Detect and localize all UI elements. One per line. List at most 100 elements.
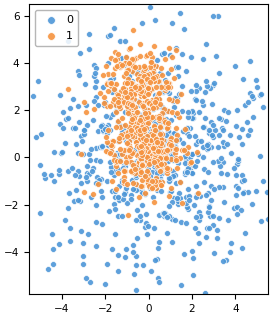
0: [259, 218, 264, 224]
1: [146, 148, 150, 153]
1: [129, 94, 133, 99]
1: [119, 133, 123, 138]
1: [137, 85, 141, 90]
1: [127, 98, 132, 103]
0: [175, 201, 180, 206]
1: [147, 100, 152, 105]
0: [121, 166, 126, 171]
1: [145, 140, 149, 145]
0: [254, 78, 259, 83]
1: [113, 65, 118, 70]
0: [216, 145, 220, 150]
1: [154, 185, 159, 190]
1: [153, 134, 157, 139]
1: [142, 115, 147, 121]
1: [142, 67, 147, 73]
0: [172, 145, 177, 150]
1: [140, 80, 144, 85]
0: [171, 195, 176, 200]
0: [231, 165, 236, 170]
1: [138, 132, 142, 137]
0: [170, 217, 175, 222]
1: [166, 81, 170, 86]
1: [106, 72, 110, 77]
1: [153, 149, 157, 154]
1: [146, 85, 150, 90]
1: [111, 139, 115, 144]
1: [156, 78, 161, 83]
0: [61, 126, 65, 131]
0: [221, 184, 225, 189]
1: [138, 42, 143, 47]
0: [160, 155, 164, 160]
0: [82, 127, 86, 132]
1: [142, 73, 146, 79]
0: [147, 154, 152, 159]
0: [67, 191, 71, 196]
0: [114, 109, 118, 114]
1: [132, 115, 136, 120]
0: [168, 53, 172, 58]
1: [157, 158, 162, 163]
0: [160, 136, 164, 142]
1: [159, 182, 163, 187]
1: [141, 104, 145, 109]
1: [147, 71, 151, 76]
1: [166, 85, 170, 90]
0: [88, 280, 92, 285]
1: [142, 147, 146, 152]
1: [140, 119, 144, 124]
0: [171, 158, 176, 163]
0: [67, 225, 72, 231]
1: [147, 72, 151, 77]
1: [162, 161, 166, 166]
1: [178, 179, 183, 184]
0: [101, 85, 105, 90]
1: [158, 162, 163, 168]
1: [136, 128, 140, 134]
0: [143, 83, 148, 88]
0: [183, 160, 187, 165]
0: [178, 196, 183, 201]
0: [66, 205, 70, 211]
0: [135, 133, 139, 138]
0: [221, 107, 226, 112]
0: [189, 108, 194, 113]
1: [131, 181, 135, 186]
1: [150, 79, 155, 84]
0: [174, 46, 178, 51]
1: [174, 158, 178, 163]
1: [147, 79, 152, 84]
0: [148, 186, 152, 191]
1: [91, 191, 95, 196]
0: [173, 173, 177, 178]
1: [157, 115, 161, 121]
1: [148, 141, 152, 146]
0: [184, 220, 188, 225]
1: [142, 93, 146, 99]
0: [189, 171, 194, 176]
0: [168, 157, 172, 162]
1: [138, 128, 142, 133]
0: [113, 102, 117, 107]
0: [217, 70, 221, 75]
1: [157, 155, 162, 160]
0: [140, 114, 145, 119]
0: [76, 169, 81, 174]
0: [122, 162, 126, 168]
0: [134, 181, 138, 186]
0: [248, 128, 252, 133]
1: [141, 79, 146, 84]
1: [145, 180, 150, 185]
1: [141, 76, 145, 81]
0: [233, 64, 237, 69]
0: [203, 41, 208, 46]
0: [221, 159, 225, 164]
0: [191, 202, 196, 207]
1: [123, 168, 127, 173]
0: [115, 160, 119, 165]
0: [131, 312, 136, 317]
1: [166, 148, 171, 153]
0: [99, 123, 104, 128]
0: [116, 195, 120, 200]
